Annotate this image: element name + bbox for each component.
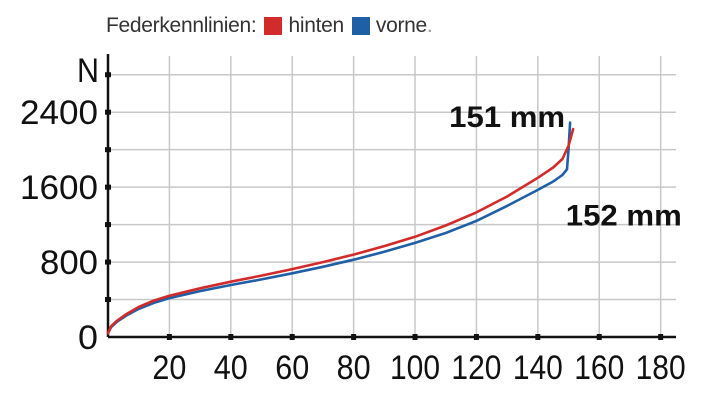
y-tick-label-800: 800 (40, 244, 98, 282)
x-tick-mark-80 (351, 334, 357, 340)
legend-label-vorne: vorne (375, 14, 427, 37)
y-tick-mark-400 (105, 297, 111, 303)
x-tick-label-100: 100 (390, 349, 440, 387)
x-tick-mark-120 (473, 334, 479, 340)
legend-title: Federkennlinien: (106, 14, 257, 37)
x-tick-mark-100 (412, 334, 418, 340)
legend-label-hinten: hinten (288, 14, 344, 37)
x-tick-mark-60 (289, 334, 295, 340)
x-tick-label-40: 40 (214, 349, 248, 387)
series-line-hinten (106, 127, 575, 335)
x-tick-mark-160 (596, 334, 602, 340)
y-tick-mark-2800 (105, 72, 111, 78)
x-tick-label-20: 20 (152, 349, 186, 387)
x-tick-label-160: 160 (574, 349, 624, 387)
y-tick-label-2400: 2400 (20, 94, 98, 132)
y-tick-label-0: 0 (78, 319, 98, 357)
y-tick-mark-2400 (105, 109, 111, 115)
y-axis-label: N (77, 52, 99, 90)
x-tick-label-80: 80 (337, 349, 371, 387)
y-tick-mark-2000 (105, 147, 111, 153)
x-tick-label-120: 120 (451, 349, 501, 387)
x-tick-label-180: 180 (636, 349, 686, 387)
annotation-label-1: 152 mm (566, 200, 682, 233)
x-tick-label-140: 140 (513, 349, 563, 387)
series-line-vorne (106, 121, 572, 335)
y-tick-label-1600: 1600 (20, 169, 98, 207)
x-tick-mark-180 (658, 334, 664, 340)
x-tick-mark-40 (228, 334, 234, 340)
x-tick-label-60: 60 (275, 349, 309, 387)
x-tick-mark-140 (535, 334, 541, 340)
legend: Federkennlinien: hinten vorne. (106, 14, 433, 37)
legend-swatch-hinten (264, 17, 283, 35)
annotation-label-0: 151 mm (449, 101, 565, 134)
y-tick-mark-1200 (105, 222, 111, 228)
legend-swatch-vorne (351, 17, 370, 35)
x-tick-mark-20 (166, 334, 172, 340)
y-tick-mark-800 (105, 259, 111, 265)
y-tick-mark-1600 (105, 184, 111, 190)
